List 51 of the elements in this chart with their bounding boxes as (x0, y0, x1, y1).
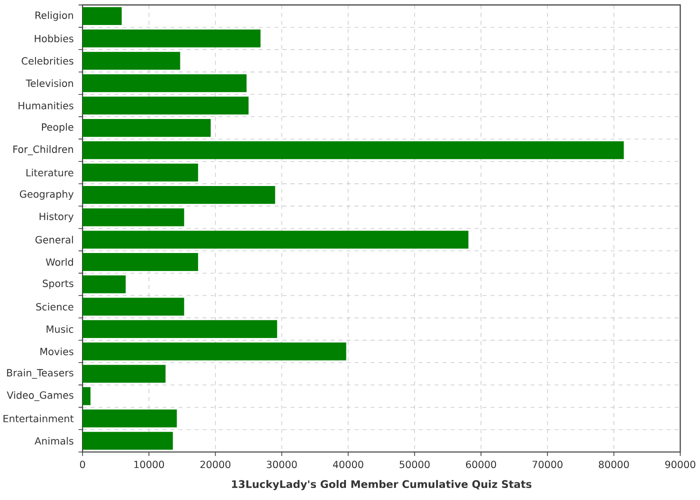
bar (82, 275, 126, 294)
x-tick-label: 40000 (332, 460, 364, 468)
y-tick-label: Religion (36, 11, 73, 21)
x-tick-label: 70000 (532, 460, 562, 468)
x-axis-title: 13LuckyLady's Gold Member Cumulative Quiz Stats (232, 480, 532, 490)
y-tick-label: Science (36, 302, 74, 311)
bar (82, 96, 249, 114)
y-tick-label: Entertainment (4, 414, 74, 422)
y-tick-label: Geography (20, 190, 74, 200)
x-tick-label: 30000 (266, 460, 297, 468)
x-tick-label: 20000 (200, 460, 230, 468)
bar (82, 387, 90, 406)
y-tick-label: Sports (42, 280, 74, 290)
bar (82, 298, 184, 316)
y-tick-label: General (36, 236, 73, 244)
y-tick-label: Animals (34, 437, 74, 445)
y-tick-label: History (40, 212, 74, 222)
x-tick-label: 90000 (665, 460, 696, 468)
x-tick-label: 0 (80, 460, 86, 468)
x-tick-label: 60000 (466, 460, 496, 468)
x-tick-label: 50000 (400, 460, 430, 468)
y-tick-label: For_Children (13, 145, 73, 156)
bar (82, 230, 468, 249)
bar (82, 342, 346, 360)
y-tick-label: World (46, 258, 73, 266)
bar (82, 208, 184, 226)
y-tick-label: Hobbies (34, 34, 74, 42)
y-tick-label: Brain_Teasers (7, 368, 74, 379)
bar (82, 432, 173, 450)
bar (82, 7, 122, 26)
y-tick-label: Music (46, 325, 74, 333)
y-tick-label: Humanities (18, 102, 74, 110)
bar (82, 253, 198, 271)
x-tick-label: 10000 (134, 460, 164, 468)
bar (82, 164, 198, 182)
bar (82, 320, 278, 338)
bar (82, 74, 247, 92)
y-tick-label: Literature (26, 168, 74, 176)
bar (82, 410, 177, 428)
y-tick-label: Movies (40, 348, 74, 356)
x-tick-label: 80000 (598, 460, 629, 468)
bar (82, 364, 166, 383)
y-tick-label: Video_Games (6, 391, 74, 402)
bar (82, 186, 276, 204)
y-tick-label: Celebrities (22, 56, 74, 65)
bar (82, 52, 180, 70)
y-tick-label: People (42, 123, 74, 133)
bar (82, 141, 624, 160)
bar (82, 118, 211, 137)
bar (82, 30, 261, 48)
y-tick-label: Television (26, 79, 73, 87)
